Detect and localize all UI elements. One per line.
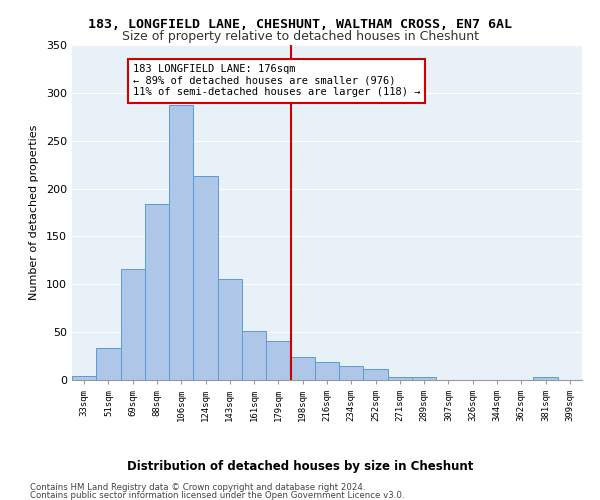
Bar <box>242 331 266 380</box>
Bar <box>388 377 412 380</box>
Bar <box>266 341 290 380</box>
Bar <box>193 176 218 380</box>
Text: Contains public sector information licensed under the Open Government Licence v3: Contains public sector information licen… <box>30 491 404 500</box>
Bar <box>533 377 558 380</box>
Y-axis label: Number of detached properties: Number of detached properties <box>29 125 39 300</box>
Bar <box>364 368 388 380</box>
Bar <box>72 376 96 380</box>
Bar <box>339 366 364 380</box>
Text: Distribution of detached houses by size in Cheshunt: Distribution of detached houses by size … <box>127 460 473 473</box>
Text: 183, LONGFIELD LANE, CHESHUNT, WALTHAM CROSS, EN7 6AL: 183, LONGFIELD LANE, CHESHUNT, WALTHAM C… <box>88 18 512 30</box>
Bar <box>218 278 242 380</box>
Text: Contains HM Land Registry data © Crown copyright and database right 2024.: Contains HM Land Registry data © Crown c… <box>30 482 365 492</box>
Bar <box>145 204 169 380</box>
Bar <box>315 362 339 380</box>
Text: Size of property relative to detached houses in Cheshunt: Size of property relative to detached ho… <box>121 30 479 43</box>
Bar <box>412 377 436 380</box>
Bar <box>290 357 315 380</box>
Bar <box>96 348 121 380</box>
Bar <box>121 269 145 380</box>
Text: 183 LONGFIELD LANE: 176sqm
← 89% of detached houses are smaller (976)
11% of sem: 183 LONGFIELD LANE: 176sqm ← 89% of deta… <box>133 64 420 98</box>
Bar <box>169 106 193 380</box>
